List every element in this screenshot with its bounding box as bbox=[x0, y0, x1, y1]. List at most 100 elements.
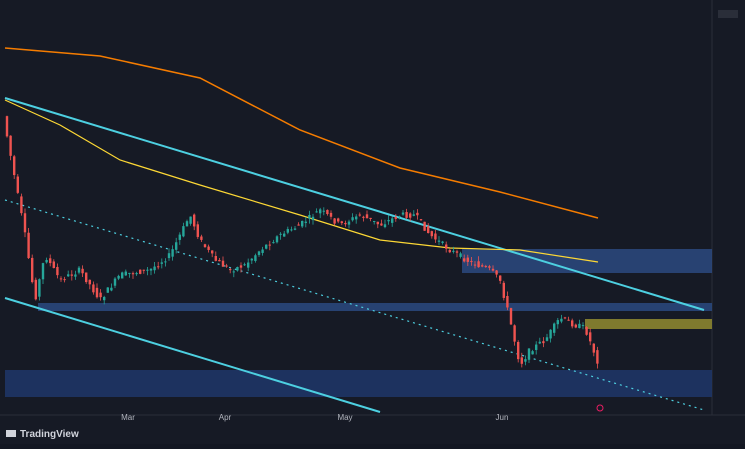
moving-average bbox=[4, 47, 599, 219]
candle-body bbox=[214, 256, 217, 261]
candle-body bbox=[362, 216, 365, 218]
candle-body bbox=[239, 265, 243, 268]
moving-average bbox=[4, 99, 599, 263]
candle-body bbox=[254, 255, 257, 261]
candle-body bbox=[113, 278, 117, 286]
candle-body bbox=[243, 264, 246, 266]
candle-body bbox=[56, 266, 59, 276]
candle-body bbox=[488, 266, 491, 268]
candle-body bbox=[581, 325, 585, 327]
zone bbox=[38, 303, 712, 311]
candle-body bbox=[20, 196, 23, 214]
candle-body bbox=[225, 265, 228, 267]
candle-body bbox=[401, 212, 405, 215]
candle-body bbox=[34, 279, 37, 300]
candle-body bbox=[434, 233, 437, 240]
candle-body bbox=[466, 257, 469, 262]
candle-body bbox=[160, 262, 163, 264]
candle-body bbox=[9, 135, 12, 156]
candle-body bbox=[394, 216, 397, 219]
candle-body bbox=[286, 229, 289, 233]
candle-body bbox=[333, 218, 336, 224]
candle-body bbox=[409, 213, 412, 218]
candle-body bbox=[326, 209, 329, 215]
candle-body bbox=[452, 250, 455, 252]
candle-body bbox=[261, 249, 264, 253]
brand-logo bbox=[6, 430, 16, 437]
candle-body bbox=[63, 279, 66, 281]
candle-body bbox=[103, 296, 106, 301]
candle-body bbox=[117, 275, 120, 279]
candle-body bbox=[247, 262, 250, 268]
candle-body bbox=[23, 213, 27, 233]
candle-body bbox=[49, 258, 52, 264]
candle-body bbox=[524, 359, 527, 362]
candle-body bbox=[596, 350, 599, 364]
candle-body bbox=[387, 220, 390, 222]
candle-body bbox=[196, 224, 199, 237]
brand: TradingView bbox=[20, 429, 79, 440]
event-marker[interactable] bbox=[596, 404, 604, 412]
candle-body bbox=[340, 221, 343, 224]
candle-body bbox=[549, 329, 552, 339]
candle-body bbox=[128, 272, 131, 274]
candle-body bbox=[279, 233, 282, 235]
candle-body bbox=[513, 325, 516, 342]
resistance-zone bbox=[462, 249, 712, 273]
candle-body bbox=[423, 221, 426, 231]
candle-body bbox=[430, 231, 433, 237]
candle-body bbox=[265, 244, 268, 249]
candle-body bbox=[499, 275, 502, 281]
candle-body bbox=[221, 260, 225, 267]
axis-button[interactable] bbox=[718, 10, 738, 18]
candle-body bbox=[563, 317, 567, 319]
candle-body bbox=[5, 116, 9, 137]
candle-body bbox=[153, 266, 156, 271]
candle-body bbox=[574, 324, 577, 328]
time-label: Mar bbox=[121, 413, 135, 422]
candle-body bbox=[455, 251, 459, 253]
candle-body bbox=[70, 274, 73, 276]
candle-body bbox=[229, 269, 232, 271]
trend-line bbox=[4, 97, 705, 311]
candle-body bbox=[441, 241, 444, 243]
candle-body bbox=[347, 221, 351, 225]
candle-body bbox=[571, 320, 574, 327]
candle-body bbox=[146, 269, 149, 271]
candle-body bbox=[131, 273, 135, 275]
candle-body bbox=[203, 244, 207, 248]
candle-body bbox=[189, 216, 192, 224]
candle-body bbox=[16, 176, 19, 193]
candle-body bbox=[351, 217, 354, 221]
candle-body bbox=[427, 226, 430, 233]
candle-body bbox=[175, 242, 178, 250]
candle-body bbox=[560, 318, 563, 322]
candle-body bbox=[491, 268, 495, 271]
time-label: Jun bbox=[496, 413, 509, 422]
candle-body bbox=[95, 287, 99, 298]
candle-body bbox=[592, 343, 595, 353]
candle-body bbox=[106, 287, 109, 293]
candle-body bbox=[538, 341, 541, 344]
candle-body bbox=[167, 253, 171, 259]
candle-body bbox=[358, 214, 361, 216]
candle-body bbox=[171, 249, 174, 257]
candle-body bbox=[211, 250, 214, 254]
candle-body bbox=[405, 212, 408, 218]
candle-body bbox=[41, 263, 45, 280]
candle-body bbox=[365, 214, 369, 219]
candle-body bbox=[236, 267, 239, 271]
candle-body bbox=[124, 271, 127, 276]
candle-body bbox=[185, 221, 189, 227]
candle-body bbox=[283, 233, 286, 237]
support-zone bbox=[5, 370, 712, 397]
candle-body bbox=[74, 274, 77, 277]
candle-body bbox=[484, 266, 487, 268]
candle-body bbox=[567, 319, 570, 321]
candle-body bbox=[81, 268, 84, 274]
candle-body bbox=[391, 218, 394, 223]
candle-body bbox=[178, 234, 181, 240]
candle-body bbox=[308, 214, 311, 219]
